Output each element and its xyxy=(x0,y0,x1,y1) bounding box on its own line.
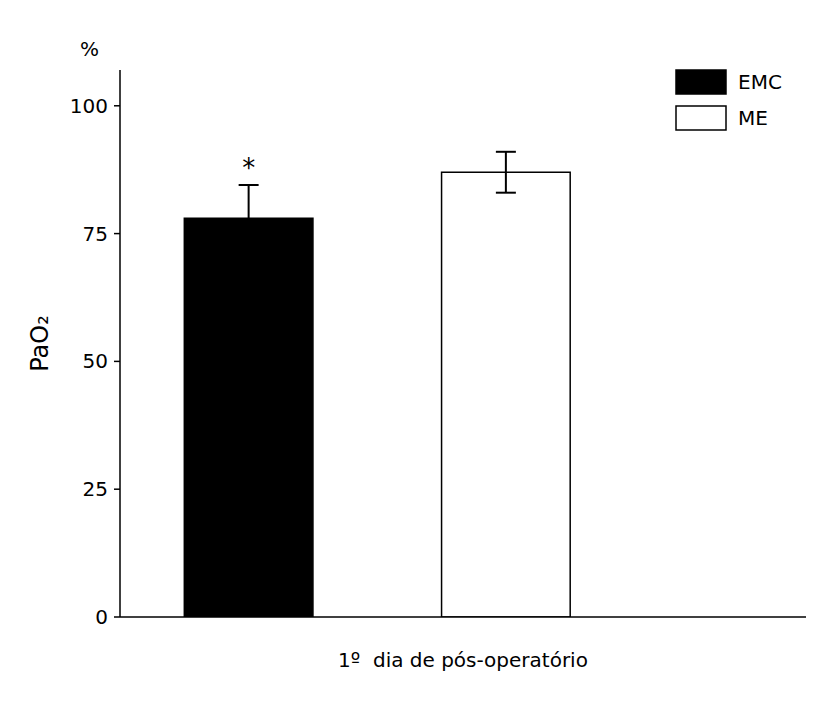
y-tick xyxy=(114,361,120,363)
bars xyxy=(184,152,570,617)
error-bar xyxy=(496,152,516,193)
error-cap xyxy=(496,151,516,153)
error-cap xyxy=(496,192,516,194)
error-line xyxy=(505,152,507,193)
unit-label: % xyxy=(80,37,99,61)
chart-container: 0 25 50 75 100 PaO₂ 1º dia de pós-operatório *%… xyxy=(0,0,836,712)
legend-swatch xyxy=(676,70,726,94)
y-tick xyxy=(114,616,120,618)
error-cap xyxy=(239,184,259,186)
legend: EMC ME xyxy=(676,70,782,130)
error-cap xyxy=(239,250,259,252)
y-tick-label: 50 xyxy=(83,349,108,373)
bar xyxy=(442,172,571,617)
annotation: * xyxy=(242,153,255,183)
error-bar xyxy=(239,185,259,251)
y-tick-label: 0 xyxy=(95,605,108,629)
error-line xyxy=(248,185,250,251)
y-tick xyxy=(114,488,120,490)
legend-label: ME xyxy=(738,106,768,130)
bar xyxy=(184,218,313,617)
y-tick-label: 100 xyxy=(70,94,108,118)
x-axis-label: 1º dia de pós-operatório xyxy=(338,648,588,672)
x-axis-line xyxy=(120,616,806,618)
legend-swatch xyxy=(676,106,726,130)
y-tick-label: 75 xyxy=(83,222,108,246)
y-axis-line xyxy=(119,70,121,617)
y-axis-label: PaO₂ xyxy=(26,315,54,372)
y-tick xyxy=(114,105,120,107)
legend-label: EMC xyxy=(738,70,782,94)
y-tick xyxy=(114,233,120,235)
y-tick-label: 25 xyxy=(83,477,108,501)
chart: 0 25 50 75 100 PaO₂ 1º dia de pós-operatório *%… xyxy=(0,0,836,712)
